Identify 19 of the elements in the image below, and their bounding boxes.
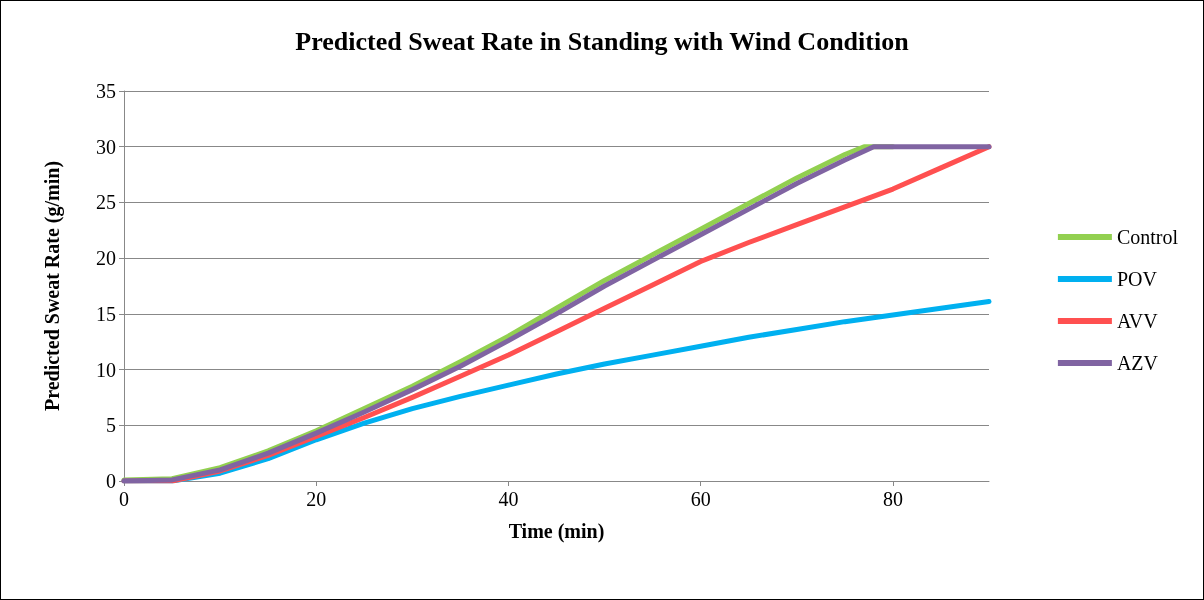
legend-label: AVV bbox=[1116, 310, 1159, 332]
x-tick-label: 40 bbox=[498, 488, 519, 510]
x-tick-label: 60 bbox=[690, 488, 711, 510]
x-tick-label: 80 bbox=[882, 488, 903, 510]
x-axis-title: Time (min) bbox=[508, 520, 605, 543]
x-tick-label: 20 bbox=[306, 488, 327, 510]
chart-title: Predicted Sweat Rate in Standing with Wind Condition bbox=[295, 26, 910, 56]
y-tick-label: 25 bbox=[96, 191, 116, 214]
legend-label: AZV bbox=[1116, 352, 1159, 374]
y-tick-label: 30 bbox=[96, 135, 116, 158]
y-tick-label: 0 bbox=[106, 470, 116, 492]
y-tick-label: 35 bbox=[96, 80, 116, 102]
y-tick-label: 5 bbox=[106, 414, 116, 437]
y-axis-title: Predicted Sweat Rate (g/min) bbox=[41, 160, 64, 412]
y-tick-label: 20 bbox=[96, 247, 116, 270]
y-tick-label: 15 bbox=[96, 302, 116, 325]
y-tick-label: 10 bbox=[96, 358, 116, 381]
legend-label: Control bbox=[1116, 226, 1179, 248]
legend-label: POV bbox=[1116, 268, 1158, 290]
